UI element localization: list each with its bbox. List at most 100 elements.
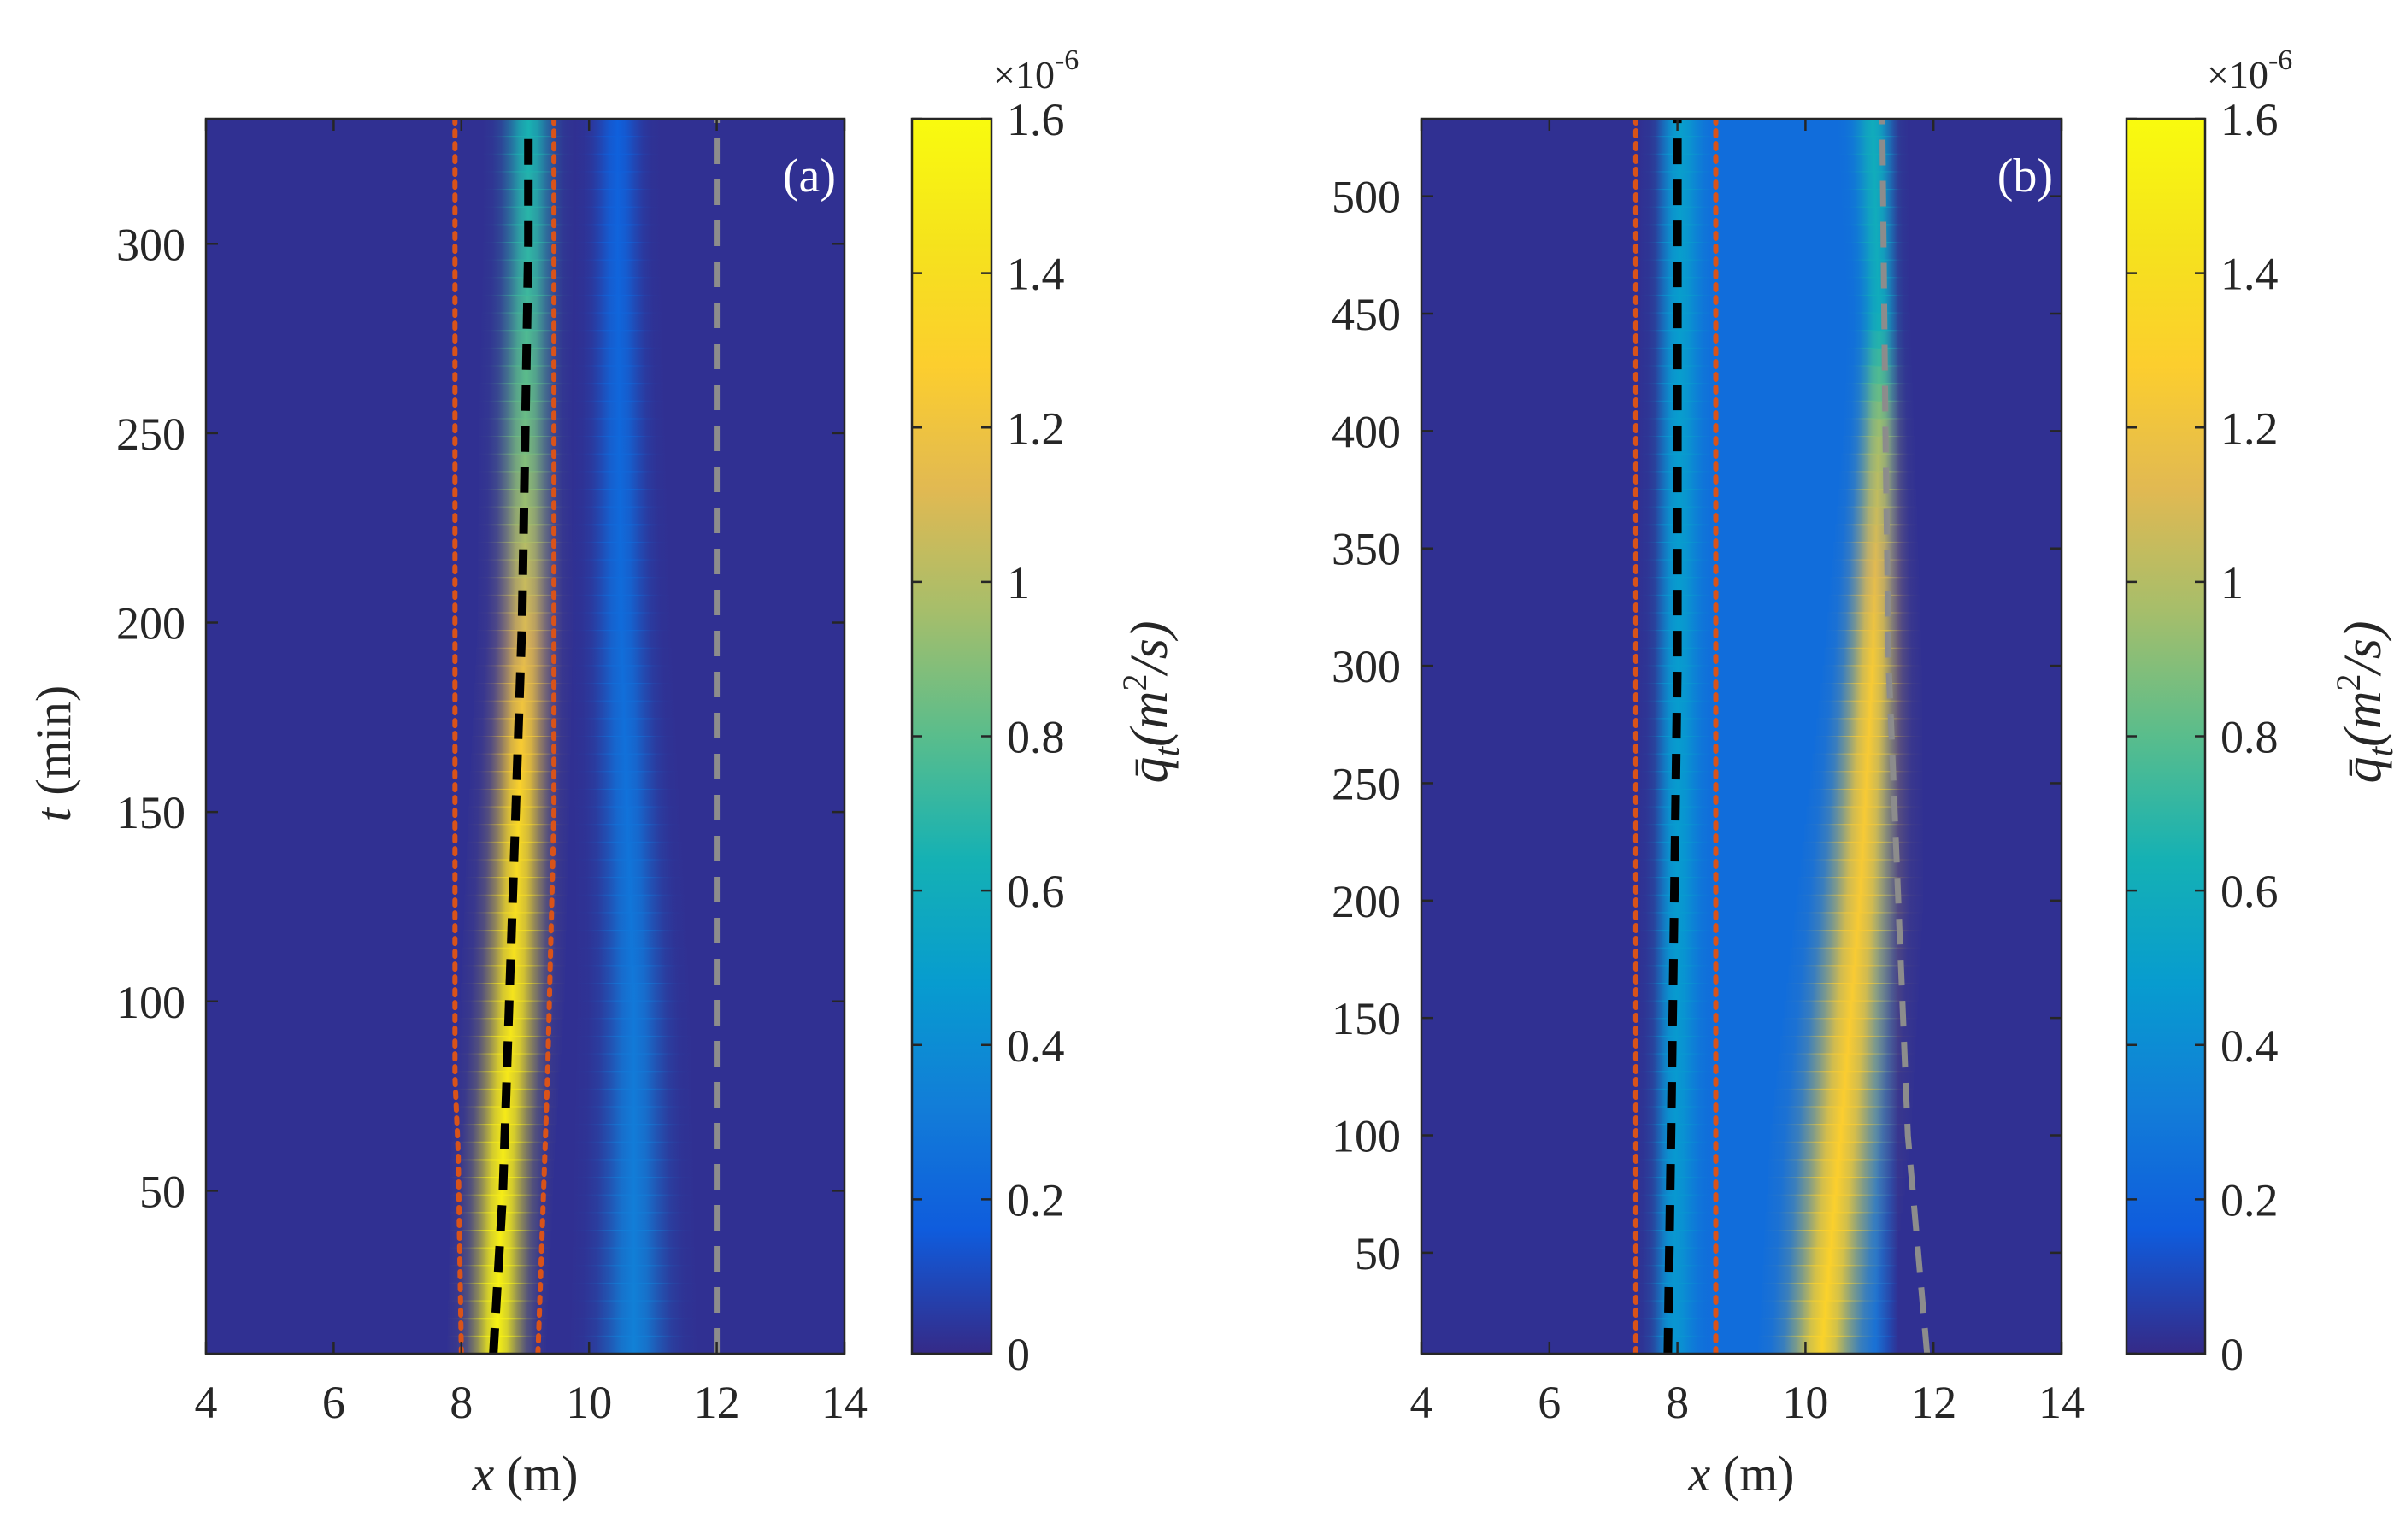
heatmap-stripe xyxy=(1769,1141,1909,1161)
heatmap-stripe xyxy=(1774,1088,1914,1108)
heatmap-stripe xyxy=(1790,947,1920,967)
heatmap-stripe xyxy=(575,859,684,879)
x-axis-label: x (m) xyxy=(472,1446,579,1502)
x-axis-label-var: x xyxy=(1688,1446,1711,1502)
heatmap-stripe xyxy=(574,1141,693,1161)
heatmap-stripe xyxy=(1636,1106,1715,1126)
heatmap-stripe xyxy=(467,824,569,843)
heatmap-stripe xyxy=(577,1018,691,1037)
heatmap-stripe xyxy=(473,700,572,720)
heatmap-stripe xyxy=(572,665,673,685)
heatmap-stripe xyxy=(1796,894,1924,914)
heatmap-stripe xyxy=(1761,1282,1892,1302)
heatmap-stripe xyxy=(575,136,661,155)
heatmap-stripe xyxy=(1635,1265,1715,1284)
heatmap-stripe xyxy=(461,983,565,1002)
x-tick-label: 14 xyxy=(2038,1377,2085,1428)
heatmap-stripe xyxy=(1635,1230,1715,1249)
heatmap-stripe xyxy=(480,330,573,349)
y-axis-label: t (min) xyxy=(26,685,81,821)
heatmap-stripe xyxy=(576,1053,691,1073)
heatmap-stripe xyxy=(1824,647,1922,667)
heatmap-stripe xyxy=(1766,1194,1903,1214)
panel-label: (b) xyxy=(1997,150,2053,203)
black-dashed-centreline xyxy=(489,130,533,1354)
y-tick-label: 100 xyxy=(116,977,185,1028)
heatmap-stripe xyxy=(1641,119,1721,138)
heatmap-stripe xyxy=(1780,1035,1916,1055)
heatmap-stripe xyxy=(477,577,574,596)
heatmap-stripe xyxy=(577,965,689,984)
heatmap-stripe xyxy=(1816,718,1923,737)
heatmap-stripe xyxy=(575,224,661,243)
y-axis-label-var: t xyxy=(26,806,81,821)
y-tick-label: 350 xyxy=(1332,524,1401,575)
heatmap-stripe xyxy=(1842,436,1915,455)
heatmap-stripe xyxy=(576,912,686,932)
black-dashed-centreline xyxy=(1663,119,1682,1354)
heatmap-stripe xyxy=(574,365,664,385)
colorbar-multiplier: ×10-6 xyxy=(993,44,1079,97)
colorbar-tick-label: 1.4 xyxy=(2220,249,2279,300)
heatmap-stripe xyxy=(575,171,661,191)
heatmap-stripe xyxy=(1637,983,1716,1002)
y-tick-label: 150 xyxy=(116,787,185,838)
heatmap-stripe xyxy=(575,153,661,173)
colorbar-label-paren: (m xyxy=(2334,691,2392,746)
heatmap-stripe xyxy=(574,806,680,826)
heatmap-stripe xyxy=(1639,489,1719,508)
heatmap-stripe xyxy=(575,1071,692,1090)
heatmap-stripe xyxy=(1838,136,1909,155)
x-tick-label: 14 xyxy=(821,1377,868,1428)
colorbar-tick-label: 1.2 xyxy=(2220,403,2279,454)
heatmap-stripe xyxy=(1844,224,1909,243)
y-tick-label: 250 xyxy=(1332,758,1401,809)
heatmap-stripe xyxy=(1765,1212,1901,1231)
colorbar-label-end: /s) xyxy=(2334,620,2392,676)
heatmap-stripe xyxy=(571,1282,697,1302)
heatmap-stripe xyxy=(575,841,683,861)
heatmap-stripe xyxy=(1638,577,1719,596)
colorbar-tick-label: 0.6 xyxy=(2220,866,2279,917)
heatmap-stripe xyxy=(573,683,674,702)
heatmap-stripe xyxy=(573,471,667,490)
heatmap-stripe xyxy=(1782,1018,1917,1037)
heatmap-stripe xyxy=(1635,1247,1715,1267)
heatmap-stripe xyxy=(1638,736,1718,755)
heatmap-stripe xyxy=(1639,524,1719,543)
x-tick-label: 6 xyxy=(322,1377,345,1428)
colorbar-tick-label: 0.2 xyxy=(2220,1174,2279,1226)
heatmap-stripe xyxy=(572,594,670,614)
colorbar-tick-label: 1.2 xyxy=(1007,403,1065,454)
y-tick-label: 500 xyxy=(1332,172,1401,223)
heatmap-stripe xyxy=(453,1106,557,1126)
colorbar-multiplier-exp: -6 xyxy=(2268,44,2292,76)
heatmap xyxy=(447,119,697,1354)
heatmap-stripe xyxy=(1794,912,1922,932)
heatmap-stripe xyxy=(1636,1159,1715,1179)
colorbar-tick-label: 0 xyxy=(1007,1329,1030,1380)
heatmap-stripe xyxy=(1635,1282,1715,1302)
heatmap-stripe xyxy=(1759,1318,1888,1337)
x-tick-label: 10 xyxy=(1782,1377,1828,1428)
heatmap-stripe xyxy=(450,1141,556,1161)
colorbar-multiplier-exp: -6 xyxy=(1055,44,1079,76)
heatmap-stripe xyxy=(464,894,568,914)
heatmap-stripe xyxy=(469,771,570,790)
heatmap-stripe xyxy=(573,506,668,526)
heatmap-stripe xyxy=(573,1212,695,1231)
heatmap-stripe xyxy=(1828,594,1920,614)
x-tick-label: 12 xyxy=(1910,1377,1956,1428)
y-tick-label: 50 xyxy=(139,1166,185,1217)
heatmap-stripe xyxy=(1820,683,1922,702)
colorbar-tick-label: 0 xyxy=(2220,1329,2244,1380)
heatmap-stripe xyxy=(576,894,685,914)
colorbar-multiplier-base: ×10 xyxy=(2207,53,2268,97)
heatmap-stripe xyxy=(1832,559,1919,579)
heatmap-stripe xyxy=(450,1194,553,1214)
y-tick-label: 450 xyxy=(1332,289,1401,340)
heatmap-stripe xyxy=(1776,1071,1915,1090)
heatmap-stripe xyxy=(1834,524,1918,543)
heatmap-stripe xyxy=(575,259,661,279)
